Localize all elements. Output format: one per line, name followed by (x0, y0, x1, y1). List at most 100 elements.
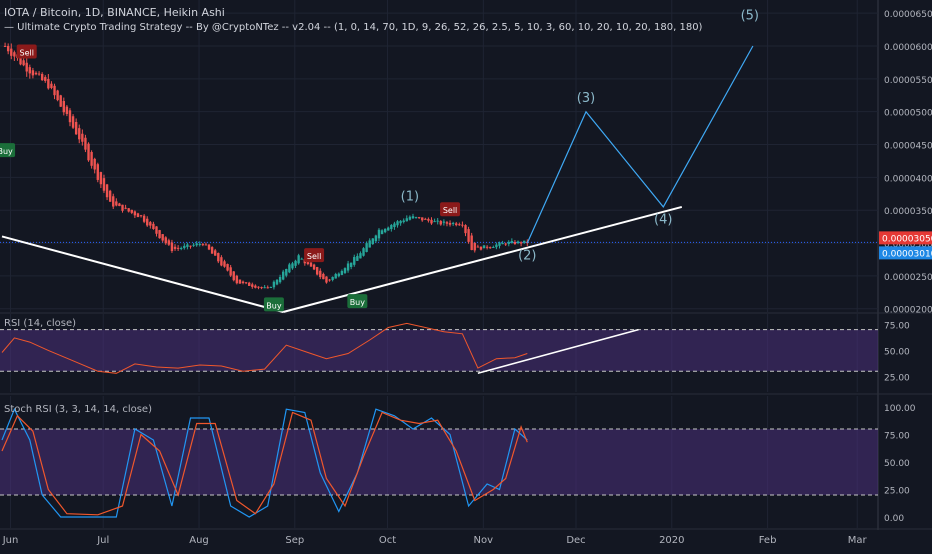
sell-signal-badge: Sell (440, 202, 461, 217)
candle (272, 281, 276, 288)
candle (13, 52, 16, 57)
candle (507, 241, 510, 245)
x-tick-label: Oct (379, 535, 396, 546)
candle (439, 221, 442, 225)
candle (22, 60, 25, 66)
candle (319, 270, 322, 278)
candle (285, 269, 288, 276)
candle (455, 223, 458, 226)
trendline (1, 235, 284, 313)
signal-badge-bg (263, 297, 284, 312)
candle (176, 247, 180, 249)
candle (433, 221, 436, 223)
candle (421, 217, 424, 221)
candle (232, 271, 235, 281)
candle (71, 116, 75, 128)
candle (275, 279, 279, 285)
candle (81, 133, 84, 142)
candle (204, 244, 208, 246)
candle (180, 247, 183, 249)
candle (217, 253, 220, 262)
x-tick-label: Feb (759, 535, 777, 546)
candle (322, 273, 325, 280)
candle (40, 74, 44, 81)
candle (291, 263, 294, 269)
chart-title: IOTA / Bitcoin, 1D, BINANCE, Heikin Ashi (4, 6, 225, 19)
candle (248, 282, 251, 286)
candle (149, 222, 152, 226)
candle (387, 227, 390, 231)
signal-badge-label: Sell (443, 206, 457, 215)
buy-signal-badge: Buy (347, 294, 368, 309)
candle (96, 164, 99, 180)
rsi-tick-label: 25.00 (884, 373, 910, 383)
candle (519, 242, 523, 244)
candle (65, 106, 69, 114)
candle (266, 287, 269, 289)
candle (142, 215, 146, 222)
candle (10, 48, 13, 56)
candle (430, 219, 433, 224)
stoch-tick-label: 50.00 (884, 459, 910, 469)
candle (244, 282, 248, 284)
candle (427, 218, 430, 221)
x-tick-label: Nov (474, 535, 494, 546)
signal-badge-label: Sell (307, 252, 321, 261)
candle (155, 226, 158, 234)
wave-label: (4) (654, 212, 672, 227)
x-tick-label: Aug (189, 535, 209, 546)
sell-signal-badge: Sell (304, 248, 325, 263)
wave-label: (5) (741, 9, 759, 24)
candle (467, 229, 470, 242)
candle (485, 246, 489, 248)
candle (102, 178, 106, 191)
candle (349, 262, 353, 267)
stoch-d-line (1, 411, 528, 516)
price-badge-label: 0.00003010 (882, 249, 932, 259)
stoch-tick-label: 100.00 (884, 404, 916, 414)
candle (523, 240, 526, 243)
signal-badge-label: Buy (0, 147, 13, 156)
rsi-band (0, 329, 878, 372)
strategy-label: — Ultimate Crypto Trading Strategy -- By… (4, 22, 703, 33)
candle (371, 238, 374, 244)
wave-label: (3) (577, 91, 595, 106)
candle (59, 95, 62, 107)
candle (340, 271, 344, 275)
candle (510, 240, 514, 243)
candle (167, 240, 171, 245)
candle (445, 222, 449, 224)
candle (78, 128, 81, 140)
candle (278, 276, 282, 283)
candle (405, 218, 408, 222)
sell-signal-badge: Sell (16, 44, 37, 59)
candle (105, 184, 109, 198)
candle (436, 220, 439, 222)
candle (377, 229, 381, 239)
candle (195, 243, 198, 246)
candle (263, 287, 266, 289)
candle (207, 244, 211, 250)
candle (136, 213, 140, 218)
signal-badge-label: Sell (19, 49, 33, 58)
candle (84, 137, 87, 150)
x-tick-label: Sep (285, 535, 304, 546)
candle (470, 235, 473, 250)
candle (31, 70, 35, 76)
candle (90, 152, 93, 166)
candle (424, 218, 427, 220)
candle (115, 201, 118, 206)
candle (3, 45, 7, 47)
candle (133, 211, 137, 216)
candle (482, 245, 486, 249)
candle (161, 234, 164, 241)
candle (37, 73, 41, 75)
candle (108, 190, 112, 202)
rsi-line (1, 322, 528, 374)
rsi-tick-label: 75.00 (884, 321, 910, 331)
candle (312, 264, 316, 270)
